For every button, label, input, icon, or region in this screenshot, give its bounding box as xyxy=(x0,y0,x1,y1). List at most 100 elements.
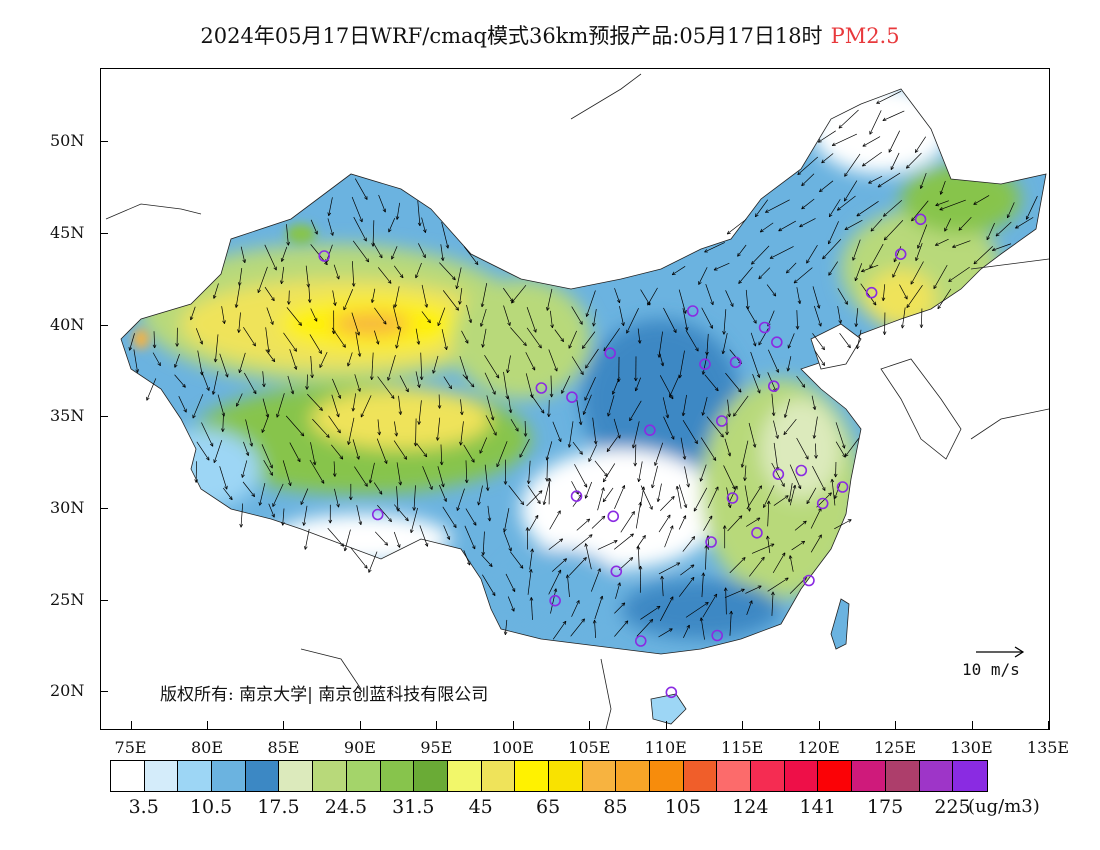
wind-arrow xyxy=(699,617,705,640)
wind-arrow xyxy=(353,216,367,242)
city-marker xyxy=(729,356,742,369)
wind-arrow xyxy=(584,543,592,570)
wind-arrow xyxy=(421,284,429,308)
wind-arrow xyxy=(727,515,743,532)
longitude-label: 125E xyxy=(873,738,917,757)
wind-arrow xyxy=(432,355,439,374)
wind-arrow xyxy=(812,416,818,439)
wind-arrow xyxy=(862,136,881,147)
wind-arrow xyxy=(374,330,380,345)
japan-outline xyxy=(970,408,1049,440)
wind-arrow xyxy=(585,348,599,369)
wind-arrow xyxy=(576,518,591,531)
longitude-tick xyxy=(1048,721,1049,729)
wind-arrow xyxy=(201,422,214,447)
city-marker xyxy=(371,508,384,521)
wind-arrow xyxy=(917,224,928,249)
city-marker xyxy=(607,510,620,523)
legend-label: 10.5 xyxy=(189,796,233,818)
latitude-tick xyxy=(100,599,108,601)
wind-arrow xyxy=(394,421,399,437)
city-marker xyxy=(634,635,647,647)
wind-arrow xyxy=(935,238,949,246)
wind-arrow xyxy=(174,353,180,368)
city-marker xyxy=(705,536,717,548)
wind-arrow xyxy=(481,554,493,567)
wind-arrow xyxy=(915,242,923,261)
wind-arrow xyxy=(463,550,471,566)
wind-arrow xyxy=(464,525,476,550)
wind-arrow xyxy=(681,394,687,417)
wind-arrow xyxy=(937,288,952,310)
longitude-tick xyxy=(359,721,361,729)
wind-arrow xyxy=(615,582,621,599)
wind-arrow xyxy=(334,488,340,508)
wind-arrow xyxy=(441,222,450,249)
wind-arrow xyxy=(939,180,946,195)
wind-arrow xyxy=(722,309,727,335)
wind-arrow xyxy=(635,501,642,529)
wind-arrow xyxy=(584,376,596,401)
wind-arrow xyxy=(701,572,706,598)
wind-arrow xyxy=(614,485,626,510)
wind-arrow xyxy=(376,438,388,464)
wind-arrow xyxy=(703,515,713,531)
bohai-sea xyxy=(810,323,862,370)
wind-arrow xyxy=(733,395,749,417)
wind-arrow xyxy=(568,557,587,576)
longitude-label: 90E xyxy=(343,738,376,757)
wind-arrow xyxy=(374,307,387,325)
wind-arrow xyxy=(911,200,929,222)
wind-arrow xyxy=(333,264,340,280)
latitude-label: 50N xyxy=(50,131,85,151)
wind-arrow xyxy=(510,419,519,432)
city-marker xyxy=(699,358,711,370)
city-marker xyxy=(772,468,785,480)
wind-arrow xyxy=(721,332,728,355)
wind-arrow xyxy=(726,487,732,509)
legend-swatch xyxy=(650,761,684,791)
wind-arrow xyxy=(626,308,639,334)
wind-arrow xyxy=(682,308,689,331)
wind-arrow xyxy=(377,376,395,399)
latitude-tick xyxy=(100,141,108,143)
wind-arrow xyxy=(706,416,724,438)
wind-arrow xyxy=(704,242,725,253)
wind-arrow xyxy=(793,267,813,284)
city-marker xyxy=(771,336,783,348)
wind-arrow xyxy=(750,332,757,347)
wind-arrow xyxy=(526,307,537,333)
wind-arrow xyxy=(633,356,638,382)
wind-arrow xyxy=(812,465,826,491)
wind-arrow xyxy=(377,504,392,523)
wind-arrow xyxy=(778,220,797,232)
wind-arrow xyxy=(574,464,588,488)
wind-arrow xyxy=(503,305,511,326)
wind-arrow xyxy=(415,371,421,388)
wind-arrow xyxy=(328,415,341,434)
wind-arrow xyxy=(352,439,360,460)
title-main: 2024年05月17日WRF/cmaq模式36km预报产品:05月17日18时 xyxy=(200,24,823,48)
wind-arrow xyxy=(571,356,584,376)
wind-arrow xyxy=(310,219,318,235)
legend-unit: (ug/m3) xyxy=(968,796,1040,817)
wind-arrow xyxy=(729,557,746,574)
wind-arrow xyxy=(550,588,558,614)
wind-arrow xyxy=(991,243,1012,252)
city-marker xyxy=(711,629,724,642)
wind-arrow xyxy=(310,442,317,466)
wind-arrow xyxy=(439,262,456,281)
wind-arrow xyxy=(289,442,301,463)
wind-arrow xyxy=(286,307,302,326)
wind-arrow xyxy=(707,486,719,509)
wind-arrow xyxy=(484,355,500,379)
wind-arrow xyxy=(597,487,605,511)
wind-arrow xyxy=(836,195,856,211)
wind-arrow xyxy=(547,478,552,505)
wind-arrow xyxy=(175,327,179,347)
city-marker xyxy=(566,391,578,403)
longitude-tick xyxy=(436,721,438,729)
wind-arrow xyxy=(282,460,292,487)
wind-arrow xyxy=(816,492,832,508)
wind-arrow xyxy=(830,478,836,506)
